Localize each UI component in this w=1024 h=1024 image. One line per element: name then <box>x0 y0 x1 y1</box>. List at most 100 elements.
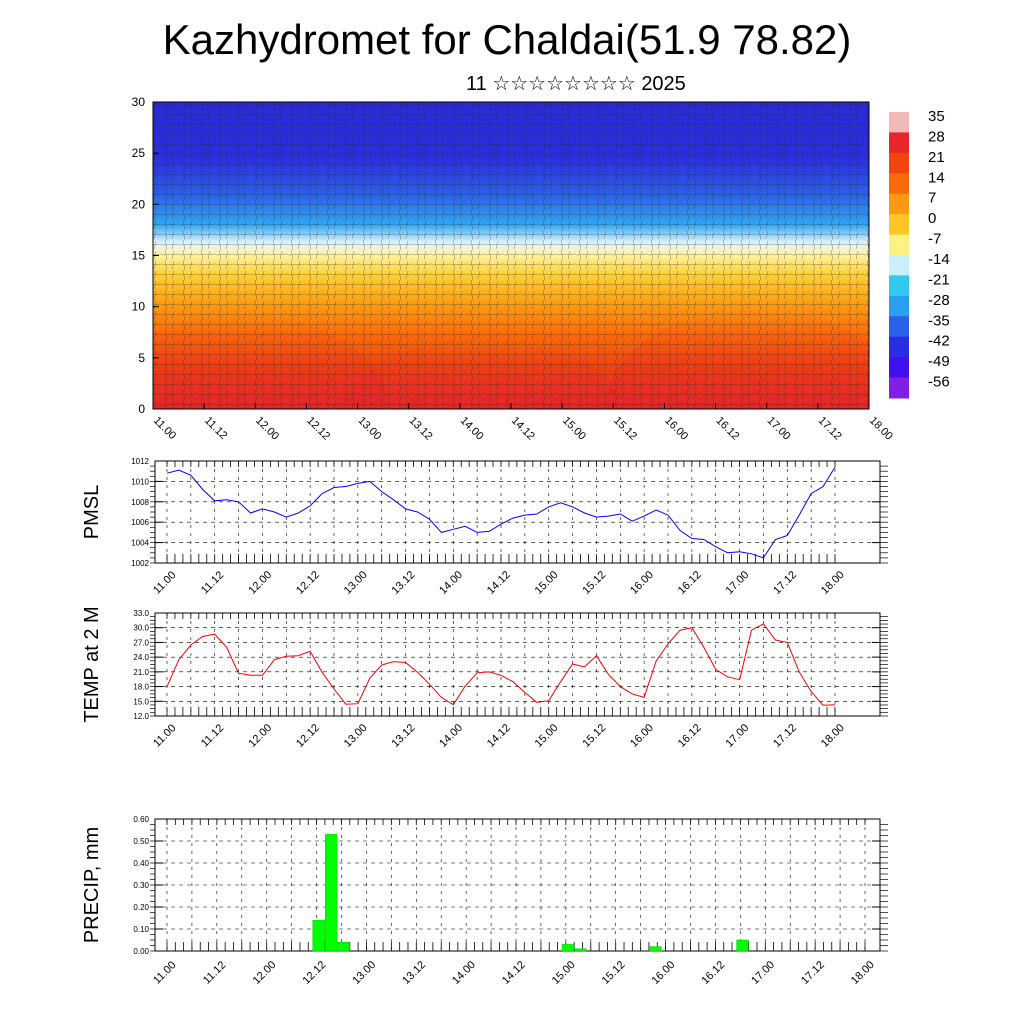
x-tick-label: 17.00 <box>723 569 751 597</box>
precip-bar <box>325 834 338 952</box>
x-tick-label: 14.12 <box>485 569 513 597</box>
temperature-crosssection-panel: 11.00 11.12 12.00 12.12 13.00 13.12 14.00 14.12… <box>132 95 895 443</box>
y-tick-label: 30 <box>132 95 146 109</box>
y-tick-label: 0 <box>138 402 145 416</box>
x-tick-label: 15.00 <box>550 959 578 987</box>
x-tick-label: 16.12 <box>676 722 704 750</box>
x-tick-label: 18.00 <box>819 569 847 597</box>
y-tick-label: 1006 <box>131 518 149 527</box>
x-tick-label: 12.00 <box>246 569 274 597</box>
x-tick-label: 14.00 <box>437 569 465 597</box>
x-tick-label: 11.00 <box>151 415 178 442</box>
x-tick-label: 14.00 <box>450 959 478 987</box>
y-tick-label: 0.00 <box>133 947 149 956</box>
colorbar-label: 35 <box>928 108 945 125</box>
y-axis-title: PMSL <box>81 485 103 539</box>
y-tick-label: 0.60 <box>133 815 149 824</box>
precip-bar <box>736 939 749 952</box>
x-tick-label: 17.00 <box>723 722 751 750</box>
colorbar-label: -21 <box>928 271 950 288</box>
x-tick-label: 18.00 <box>849 959 877 987</box>
x-tick-label: 17.00 <box>765 415 793 443</box>
y-tick-label: 1008 <box>131 498 149 507</box>
x-tick-label: 16.00 <box>628 722 656 750</box>
colorbar-label: 7 <box>928 190 936 207</box>
x-tick-label: 11.00 <box>151 722 178 749</box>
colorbar-label: -35 <box>928 312 950 329</box>
x-tick-label: 11.12 <box>202 415 229 442</box>
x-tick-label: 16.12 <box>713 415 741 443</box>
x-tick-label: 18.00 <box>819 722 847 750</box>
precip-bar <box>574 948 587 952</box>
x-tick-label: 17.12 <box>799 959 827 987</box>
y-tick-label: 10 <box>132 300 146 314</box>
precip-bar <box>649 946 662 952</box>
x-tick-label: 13.00 <box>355 415 383 443</box>
x-tick-label: 15.12 <box>600 959 628 987</box>
x-tick-label: 13.00 <box>350 959 378 987</box>
x-tick-label: 12.00 <box>251 959 279 987</box>
y-tick-label: 30.0 <box>133 624 149 633</box>
colorbar-swatch <box>889 357 909 378</box>
y-tick-label: 15 <box>132 249 146 263</box>
y-tick-label: 25 <box>132 146 146 160</box>
colorbar-swatch <box>889 255 909 276</box>
colorbar-swatch <box>889 316 909 338</box>
x-tick-label: 12.00 <box>246 722 274 750</box>
x-tick-label: 15.12 <box>580 569 608 597</box>
colorbar-swatch <box>889 152 909 174</box>
x-tick-label: 16.00 <box>662 415 690 443</box>
colorbar-label: -42 <box>928 333 950 350</box>
y-tick-label: 15.0 <box>133 697 149 706</box>
x-tick-label: 15.00 <box>533 569 561 597</box>
y-tick-label: 18.0 <box>133 683 149 692</box>
colorbar-label: -49 <box>928 353 950 370</box>
precip-panel: 0.00 0.10 0.20 0.30 0.40 0.50 0.60 11.00 11.12 12… <box>81 815 888 987</box>
x-tick-label: 15.12 <box>580 722 608 750</box>
x-tick-label: 14.00 <box>437 722 465 750</box>
y-tick-label: 0.20 <box>133 903 149 912</box>
x-tick-label: 12.12 <box>300 959 328 987</box>
colorbar-label: 14 <box>928 169 945 186</box>
y-axis-title: TEMP at 2 M <box>81 606 103 722</box>
chart-title: Kazhydromet for Chaldai(51.9 78.82) <box>162 16 852 63</box>
y-tick-label: 0.40 <box>133 859 149 868</box>
colorbar-label: 21 <box>928 149 945 166</box>
colorbar-swatch <box>889 112 909 133</box>
x-tick-label: 13.00 <box>342 722 370 750</box>
x-tick-label: 12.12 <box>294 569 322 597</box>
colorbar: 35 28 21 14 7 0 -7 -14 -21 -28 -35 -42 -49 -56 <box>889 108 950 399</box>
colorbar-swatch <box>889 377 909 399</box>
y-tick-label: 0.30 <box>133 881 149 890</box>
x-tick-label: 13.12 <box>389 722 417 750</box>
precip-bar <box>561 944 575 952</box>
x-tick-label: 14.12 <box>509 415 537 443</box>
x-tick-label: 14.12 <box>500 959 528 987</box>
pmsl-line <box>166 466 836 559</box>
x-tick-label: 13.12 <box>389 569 417 597</box>
precip-bar <box>337 941 350 952</box>
x-tick-label: 15.00 <box>533 722 561 750</box>
x-tick-label: 11.12 <box>201 959 228 986</box>
plot-frame <box>154 612 881 717</box>
x-tick-label: 13.00 <box>342 569 370 597</box>
colorbar-label: 0 <box>928 210 936 227</box>
x-tick-label: 12.12 <box>304 415 332 443</box>
x-tick-label: 11.12 <box>199 722 226 749</box>
y-tick-label: 0.50 <box>133 837 149 846</box>
pmsl-panel: 1002 1004 1006 1008 1010 1012 11.00 11.12 12.00 1… <box>81 457 888 597</box>
precip-bar <box>312 919 325 952</box>
colorbar-label: -14 <box>928 251 950 268</box>
y-tick-label: 20 <box>132 197 146 211</box>
x-tick-label: 16.12 <box>699 959 727 987</box>
y-tick-label: 0.10 <box>133 925 149 934</box>
x-tick-label: 14.00 <box>458 415 486 443</box>
colorbar-swatch <box>889 234 909 256</box>
y-tick-label: 1010 <box>131 477 149 486</box>
wind-barbs <box>153 102 869 409</box>
chart-subtitle: 11 ☆☆☆☆☆☆☆☆ 2025 <box>466 73 686 95</box>
y-tick-label: 27.0 <box>133 638 149 647</box>
temp2m-panel: 12.0 15.0 18.0 21.0 24.0 27.0 30.0 33.0 11.00 11.… <box>81 606 888 750</box>
colorbar-swatch <box>889 336 909 358</box>
